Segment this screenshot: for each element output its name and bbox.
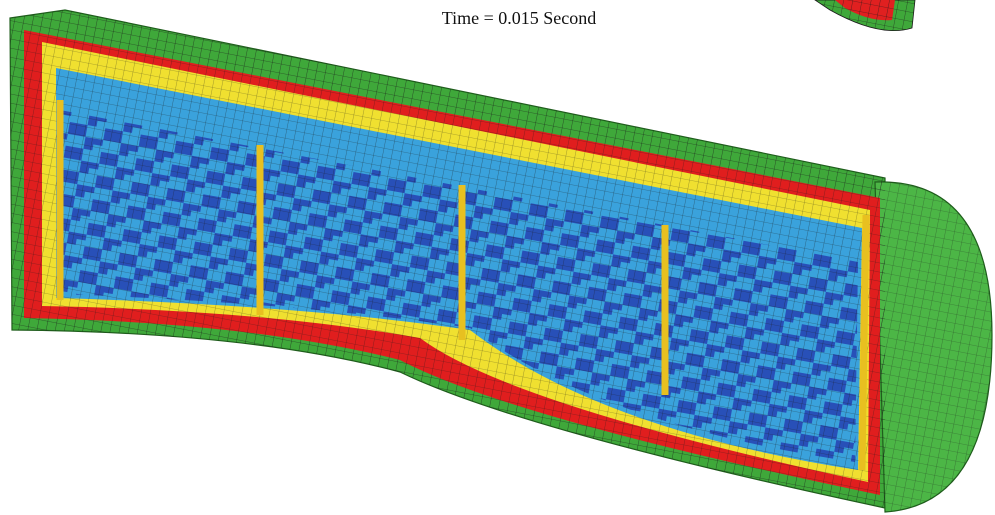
simulation-view: Time = 0.015 Second bbox=[0, 0, 995, 515]
page: Time = 0.015 Second bbox=[0, 0, 995, 515]
time-caption: Time = 0.015 Second bbox=[442, 8, 597, 28]
fragment bbox=[815, 0, 915, 31]
